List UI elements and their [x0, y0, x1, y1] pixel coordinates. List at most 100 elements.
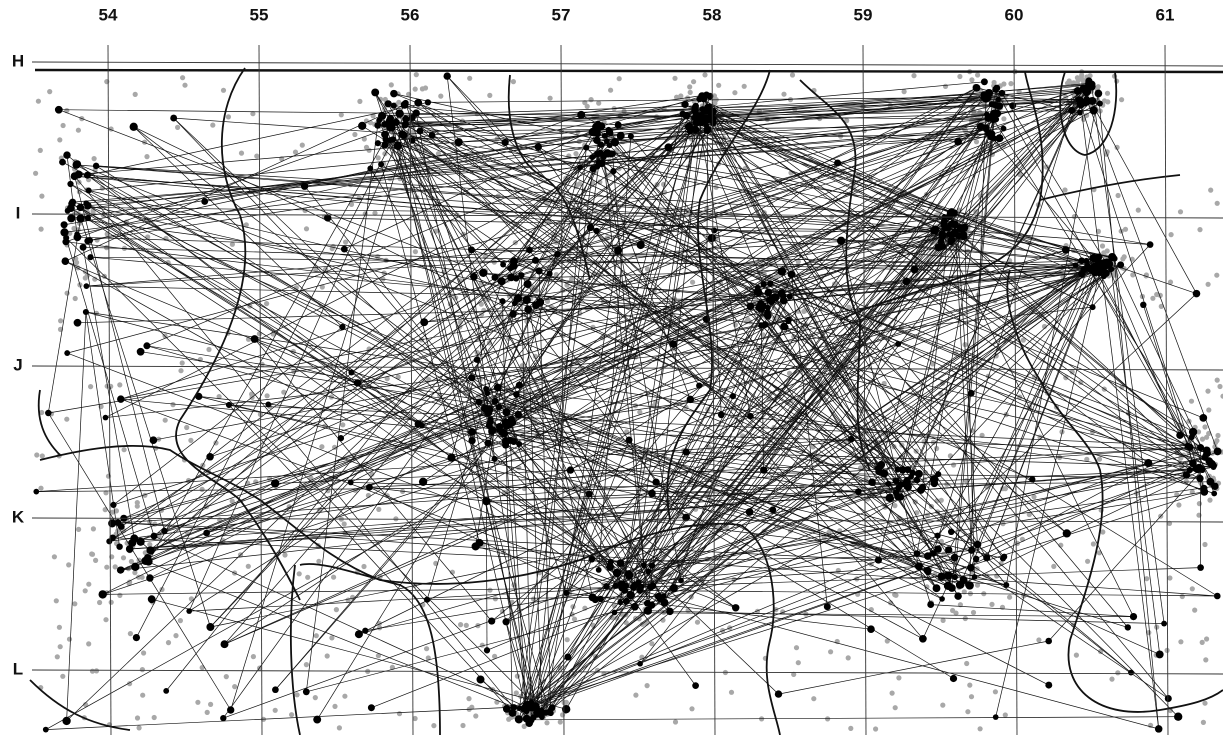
gray-point	[223, 674, 229, 680]
gray-point	[64, 290, 70, 296]
black-point	[483, 647, 491, 654]
refit-link	[471, 440, 550, 713]
black-point	[703, 106, 712, 115]
black-point	[669, 584, 678, 593]
refit-link	[651, 485, 1215, 566]
black-point	[33, 488, 40, 495]
refit-link	[66, 118, 698, 722]
gray-point	[977, 726, 983, 732]
refit-link	[71, 218, 512, 278]
gray-point	[91, 156, 97, 162]
black-point	[554, 251, 561, 258]
black-point	[932, 229, 939, 235]
gray-point	[914, 510, 920, 516]
black-point	[54, 105, 63, 114]
refit-link	[206, 273, 1082, 534]
black-point	[414, 98, 423, 107]
refit-link	[948, 451, 1218, 576]
black-point	[1174, 712, 1183, 721]
gray-point	[1101, 98, 1108, 104]
black-point	[855, 488, 862, 495]
black-point	[382, 132, 389, 140]
boundary	[299, 563, 441, 735]
refit-link	[590, 227, 937, 589]
black-point	[1029, 476, 1036, 483]
black-point	[625, 436, 633, 444]
black-point	[524, 700, 531, 708]
black-point	[664, 143, 673, 152]
refit-link	[77, 163, 873, 483]
gray-point	[162, 417, 168, 423]
gray-point	[473, 713, 479, 719]
black-point	[384, 100, 392, 108]
refit-link	[871, 273, 1107, 483]
gray-point	[835, 567, 841, 574]
gray-point	[611, 603, 618, 609]
black-point	[983, 554, 991, 562]
black-point	[272, 686, 279, 694]
black-point	[652, 478, 660, 486]
refit-link	[387, 103, 904, 471]
refit-link	[149, 101, 1088, 579]
refit-link	[486, 480, 897, 651]
refit-link	[648, 466, 1214, 572]
gray-point	[649, 641, 655, 647]
refit-link	[1001, 92, 1108, 266]
gray-point	[363, 118, 369, 124]
gray-point	[487, 587, 493, 593]
refit-link	[1091, 86, 1165, 624]
black-point	[68, 200, 76, 208]
black-point	[143, 553, 152, 562]
refit-link	[1083, 88, 1197, 294]
refit-link	[254, 338, 492, 622]
black-point	[302, 688, 310, 696]
black-point	[711, 227, 718, 234]
gray-point	[188, 437, 194, 443]
black-point	[747, 412, 754, 420]
refit-link	[932, 90, 1079, 554]
black-point	[899, 466, 907, 474]
black-point	[611, 609, 618, 616]
black-point	[929, 550, 937, 557]
black-point	[679, 110, 686, 117]
gray-point	[974, 582, 981, 588]
black-point	[919, 484, 927, 492]
black-point	[660, 593, 667, 599]
gray-point	[1098, 648, 1104, 655]
refit-link	[380, 164, 1169, 699]
gray-point	[940, 702, 946, 708]
gray-point	[672, 719, 679, 725]
black-point	[773, 294, 780, 301]
black-point	[479, 268, 488, 277]
black-point	[392, 118, 400, 126]
black-point	[1083, 257, 1090, 264]
gray-point	[39, 453, 45, 459]
black-point	[1144, 459, 1153, 468]
refit-link	[357, 141, 607, 384]
black-point	[923, 552, 932, 560]
black-point	[998, 89, 1006, 97]
black-point	[761, 321, 769, 328]
refit-link	[763, 126, 981, 471]
black-point	[630, 583, 638, 591]
black-point	[972, 84, 981, 92]
black-point	[681, 100, 689, 109]
refit-link	[706, 99, 987, 126]
black-point	[313, 715, 322, 724]
gray-point	[60, 122, 66, 129]
gray-point	[1204, 434, 1210, 440]
refit-link	[592, 156, 936, 233]
refit-link	[72, 128, 1004, 203]
black-point	[895, 484, 902, 492]
refit-link	[776, 258, 1115, 298]
black-point	[170, 114, 178, 122]
refit-link	[519, 272, 1100, 709]
refit-link	[77, 236, 1112, 270]
black-point	[1096, 267, 1104, 275]
black-point	[497, 277, 506, 286]
gray-point	[66, 636, 73, 642]
refit-link	[65, 104, 405, 262]
gray-point	[810, 444, 816, 450]
gray-point	[184, 424, 190, 431]
refit-link	[705, 120, 899, 470]
